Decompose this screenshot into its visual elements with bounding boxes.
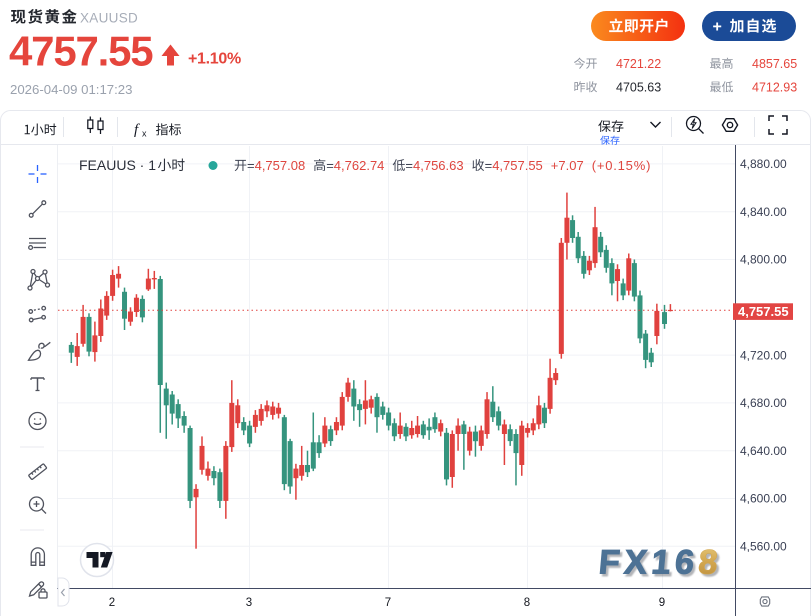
svg-text:9: 9	[659, 597, 665, 609]
svg-text:x: x	[142, 129, 147, 139]
svg-text:4,757.08: 4,757.08	[255, 158, 306, 173]
svg-text:=: =	[485, 158, 493, 173]
svg-text:+1.10%: +1.10%	[188, 51, 241, 68]
svg-text:4,756.63: 4,756.63	[413, 158, 464, 173]
svg-text:4,840.00: 4,840.00	[740, 205, 787, 219]
svg-text:7: 7	[385, 597, 391, 609]
svg-text:4,880.00: 4,880.00	[740, 157, 787, 171]
svg-text:4,600.00: 4,600.00	[740, 492, 787, 506]
svg-text:FX16: FX16	[597, 544, 700, 582]
svg-text:2: 2	[109, 597, 115, 609]
svg-text:XAUUSD: XAUUSD	[80, 10, 138, 25]
svg-text:4,560.00: 4,560.00	[740, 540, 787, 554]
svg-text:2026-04-09 01:17:23: 2026-04-09 01:17:23	[10, 82, 132, 97]
svg-text:FX168: FX168	[600, 546, 726, 584]
svg-text:f: f	[134, 122, 140, 138]
svg-text:8: 8	[697, 544, 724, 582]
svg-text:4,720.00: 4,720.00	[740, 348, 787, 362]
svg-text:4857.65: 4857.65	[752, 57, 797, 71]
svg-text:4705.63: 4705.63	[616, 80, 661, 94]
svg-text:(+0.15%): (+0.15%)	[592, 158, 652, 173]
svg-text:3: 3	[246, 597, 252, 609]
svg-text:FEAUUS · 1: FEAUUS · 1	[79, 157, 156, 173]
svg-text:=: =	[326, 158, 334, 173]
svg-text:4,757.55: 4,757.55	[492, 158, 543, 173]
svg-text:4,640.00: 4,640.00	[740, 444, 787, 458]
svg-text:4,800.00: 4,800.00	[740, 253, 787, 267]
svg-text:4757.55: 4757.55	[9, 28, 153, 75]
svg-text:8: 8	[524, 597, 530, 609]
svg-text:+: +	[713, 18, 722, 35]
svg-text:=: =	[247, 158, 255, 173]
svg-text:+7.07: +7.07	[551, 158, 584, 173]
svg-text:8: 8	[697, 544, 724, 582]
svg-text:4,762.74: 4,762.74	[334, 158, 385, 173]
svg-text:4,680.00: 4,680.00	[740, 396, 787, 410]
svg-text:=: =	[405, 158, 413, 173]
svg-text:4721.22: 4721.22	[616, 57, 661, 71]
svg-text:4712.93: 4712.93	[752, 80, 797, 94]
svg-text:4,757.55: 4,757.55	[738, 304, 789, 319]
